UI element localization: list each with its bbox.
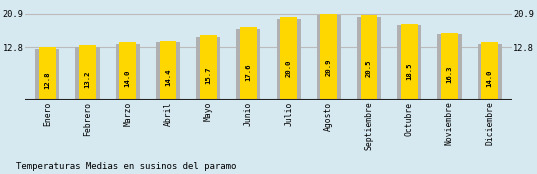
Bar [438,34,462,100]
Text: 20.0: 20.0 [286,60,292,77]
Bar [357,17,381,100]
Bar [236,29,260,100]
Text: 14.4: 14.4 [165,69,171,86]
Bar [441,33,458,100]
Bar [79,45,96,100]
Bar [156,42,180,100]
Bar [361,15,378,100]
Text: 14.0: 14.0 [125,69,130,87]
Text: 20.5: 20.5 [366,59,372,77]
Bar [321,14,337,100]
Bar [75,47,99,100]
Bar [401,23,418,100]
Bar [39,47,56,100]
Bar [200,35,216,100]
Bar [477,44,502,100]
Text: 14.0: 14.0 [487,69,493,87]
Bar [397,25,422,100]
Bar [115,44,140,100]
Bar [317,15,341,100]
Text: 17.6: 17.6 [245,64,251,81]
Text: Temperaturas Medias en susinos del paramo: Temperaturas Medias en susinos del param… [16,161,236,171]
Text: 16.3: 16.3 [446,66,453,83]
Bar [35,49,60,100]
Text: 15.7: 15.7 [205,67,211,84]
Bar [280,17,297,100]
Text: 18.5: 18.5 [407,62,412,80]
Text: 13.2: 13.2 [84,71,91,88]
Bar [481,42,498,100]
Bar [196,37,220,100]
Text: 12.8: 12.8 [44,71,50,89]
Bar [119,42,136,100]
Bar [240,27,257,100]
Bar [277,19,301,100]
Bar [159,41,176,100]
Text: 20.9: 20.9 [326,58,332,76]
